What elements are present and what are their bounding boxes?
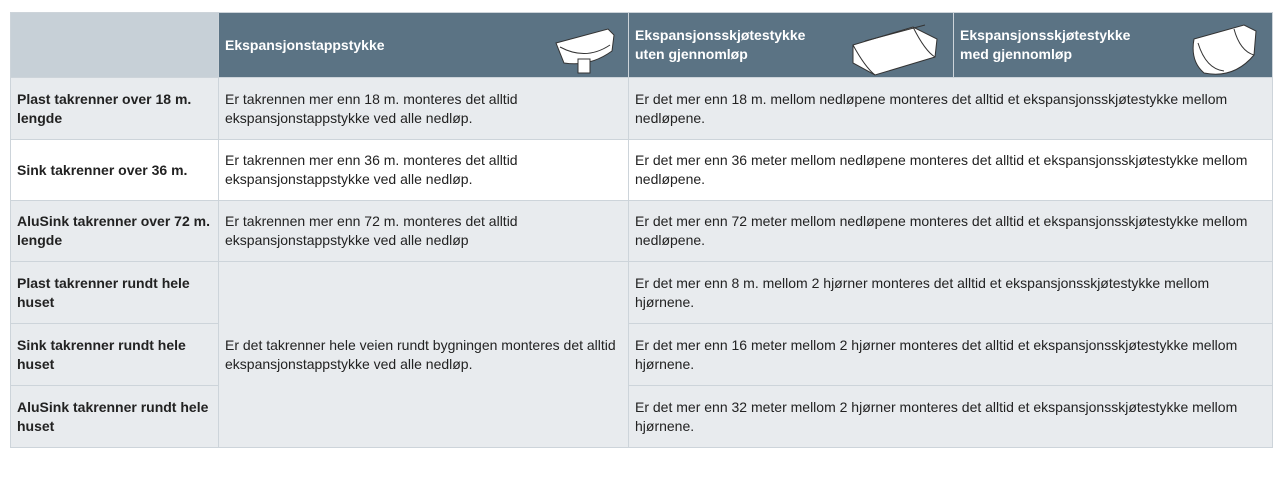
cell: Er det mer enn 18 m. mellom nedløpene mo… xyxy=(628,77,1273,140)
icon xyxy=(555,28,615,74)
row: Sink takrenner over 36 m. Er takrennen m… xyxy=(10,139,1273,201)
cell: Er det mer enn 16 meter mellom 2 hjørner… xyxy=(628,323,1273,386)
cell: Er takrennen mer enn 36 m. monteres det … xyxy=(218,139,629,201)
row: AluSink takrenner over 72 m. lengde Er t… xyxy=(10,200,1273,262)
header-row: Ekspansjonstappstykke Ekspansjonsskjøtes… xyxy=(10,12,1273,78)
cell: Er takrennen mer enn 18 m. monteres det … xyxy=(218,77,629,140)
row-label: Sink takrenner rundt hele huset xyxy=(10,323,219,386)
cell: Er takrennen mer enn 72 m. monteres det … xyxy=(218,200,629,262)
header-text: Ekspansjonstappstykke xyxy=(225,36,385,53)
header-cell: Ekspansjonstappstykke xyxy=(218,12,629,78)
row-label: Sink takrenner over 36 m. xyxy=(10,139,219,201)
row-label: Plast takrenner rundt hele huset xyxy=(10,261,219,324)
row: Plast takrenner rundt hele huset Er det … xyxy=(10,261,1273,448)
header-corner xyxy=(10,12,219,78)
row: Plast takrenner over 18 m. lengde Er tak… xyxy=(10,77,1273,140)
header-cell: Ekspansjonsskjøtestykke uten gjennomløp xyxy=(628,12,954,78)
icon xyxy=(1192,24,1257,75)
cell: Er det mer enn 8 m. mellom 2 hjørner mon… xyxy=(628,261,1273,324)
row-label: Plast takrenner over 18 m. lengde xyxy=(10,77,219,140)
header-text: Ekspansjonsskjøtestykke med gjennomløp xyxy=(960,27,1131,62)
row-label: AluSink takrenner rundt hele huset xyxy=(10,385,219,448)
row: AluSink takrenner rundt hele huset Er de… xyxy=(10,385,1273,448)
cell: Er det mer enn 72 meter mellom nedløpene… xyxy=(628,200,1273,262)
row-label: AluSink takrenner over 72 m. lengde xyxy=(10,200,219,262)
icon xyxy=(852,24,938,76)
row: Sink takrenner rundt hele huset Er det m… xyxy=(10,323,1273,386)
cell: Er det takrenner hele veien rundt bygnin… xyxy=(218,261,629,448)
expansion-table: Ekspansjonstappstykke Ekspansjonsskjøtes… xyxy=(10,12,1273,448)
header-text: Ekspansjonsskjøtestykke uten gjennomløp xyxy=(635,27,806,62)
header-cell: Ekspansjonsskjøtestykke med gjennomløp xyxy=(953,12,1273,78)
cell: Er det mer enn 36 meter mellom nedløpene… xyxy=(628,139,1273,201)
cell: Er det mer enn 32 meter mellom 2 hjørner… xyxy=(628,385,1273,448)
